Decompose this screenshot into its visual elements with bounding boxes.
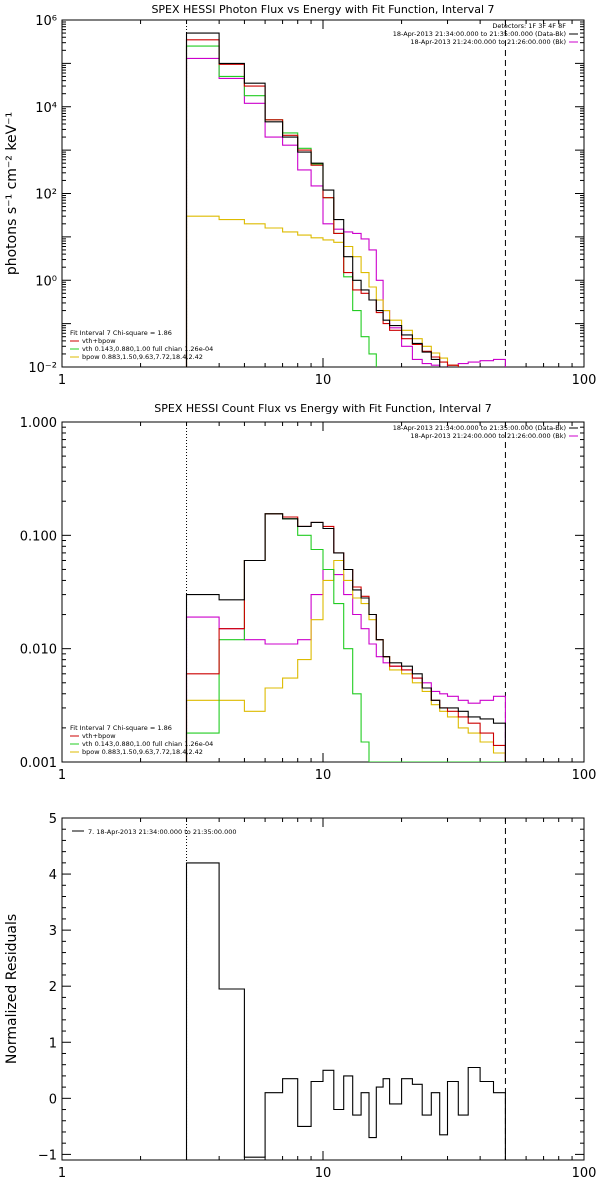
fit-info-label: Fit Interval 7 Chi-square = 1.86 bbox=[70, 724, 172, 732]
y-tick-label: 0.010 bbox=[20, 643, 57, 658]
legend-entry: vth+bpow bbox=[82, 337, 116, 345]
y-tick-label: 2 bbox=[49, 980, 57, 995]
series-line-2 bbox=[185, 513, 506, 762]
x-tick-label: 10 bbox=[315, 768, 332, 783]
chart-title: SPEX HESSI Count Flux vs Energy with Fit… bbox=[154, 402, 491, 415]
legend-entry: bpow 0.883,1.50,9.63,7.72,18.4,2.42 bbox=[82, 353, 203, 361]
legend-entry: vth 0.143,0.880,1.00 full chian 1.26e-04 bbox=[82, 345, 213, 353]
x-tick-label: 100 bbox=[572, 768, 597, 783]
series-line-4 bbox=[185, 215, 506, 367]
series-line-1 bbox=[185, 513, 506, 762]
series-line-2 bbox=[185, 39, 506, 367]
series-line-5 bbox=[185, 568, 506, 762]
legend-entry: 18-Apr-2013 21:34:00.000 to 21:35:00.000… bbox=[393, 424, 566, 432]
y-tick-label: 3 bbox=[49, 924, 57, 939]
series-line-4 bbox=[185, 559, 506, 762]
series-line-3 bbox=[185, 45, 506, 367]
y-tick-label: 1.000 bbox=[20, 416, 57, 431]
legend-entry: 7. 18-Apr-2013 21:34:00.000 to 21:35:00.… bbox=[88, 828, 237, 836]
fit-info-label: Fit Interval 7 Chi-square = 1.86 bbox=[70, 329, 172, 337]
chart-title: SPEX HESSI Photon Flux vs Energy with Fi… bbox=[151, 3, 494, 16]
series-line-1 bbox=[185, 862, 506, 1160]
chart-panel-2: SPEX HESSI Count Flux vs Energy with Fit… bbox=[20, 402, 597, 783]
y-tick-label: 5 bbox=[49, 812, 57, 827]
series-line-3 bbox=[185, 513, 506, 762]
y-tick-label: 0 bbox=[49, 1092, 57, 1107]
y-tick-label: 0.100 bbox=[20, 529, 57, 544]
chart-panel-3: 1 10 100 −1 0 1 2 3 4 5 Normalized Residuals 7. 18-… bbox=[4, 812, 596, 1181]
chart-panel-1: SPEX HESSI Photon Flux vs Energy with Fi… bbox=[4, 3, 596, 388]
legend-entry: vth 0.143,0.880,1.00 full chian 1.26e-04 bbox=[82, 740, 213, 748]
y-tick-label: 4 bbox=[49, 868, 57, 883]
x-tick-label: 100 bbox=[572, 373, 597, 388]
x-tick-label: 1 bbox=[58, 1166, 66, 1181]
x-tick-label: 1 bbox=[58, 768, 66, 783]
legend-entry: 18-Apr-2013 21:24:00.000 to 21:26:00.000… bbox=[410, 432, 566, 440]
legend-entry: 18-Apr-2013 21:24:00.000 to 21:26:00.000… bbox=[410, 38, 566, 46]
y-tick-label: 10⁶ bbox=[35, 14, 57, 29]
y-tick-label: 0.001 bbox=[20, 756, 57, 771]
series-line-1 bbox=[185, 32, 506, 367]
legend-entry: 18-Apr-2013 21:34:00.000 to 21:35:00.000… bbox=[393, 30, 566, 38]
legend-entry: Detectors: 1F 3F 4F 8F bbox=[492, 22, 566, 30]
y-tick-label: 10⁻² bbox=[28, 361, 57, 376]
x-tick-label: 1 bbox=[58, 373, 66, 388]
y-axis-label: photons s⁻¹ cm⁻² keV⁻¹ bbox=[4, 112, 20, 275]
series-line-5 bbox=[185, 57, 506, 367]
y-tick-label: 10⁴ bbox=[35, 101, 57, 116]
x-tick-label: 10 bbox=[315, 373, 332, 388]
legend-entry: vth+bpow bbox=[82, 732, 116, 740]
x-tick-label: 10 bbox=[315, 1166, 332, 1181]
legend-entry: bpow 0.883,1.50,9.63,7.72,18.4,2.42 bbox=[82, 748, 203, 756]
y-tick-label: −1 bbox=[38, 1148, 57, 1163]
y-tick-label: 10² bbox=[35, 188, 57, 203]
y-tick-label: 10⁰ bbox=[35, 274, 57, 289]
y-tick-label: 1 bbox=[49, 1036, 57, 1051]
y-axis-label: Normalized Residuals bbox=[4, 914, 20, 1064]
x-tick-label: 100 bbox=[572, 1166, 597, 1181]
